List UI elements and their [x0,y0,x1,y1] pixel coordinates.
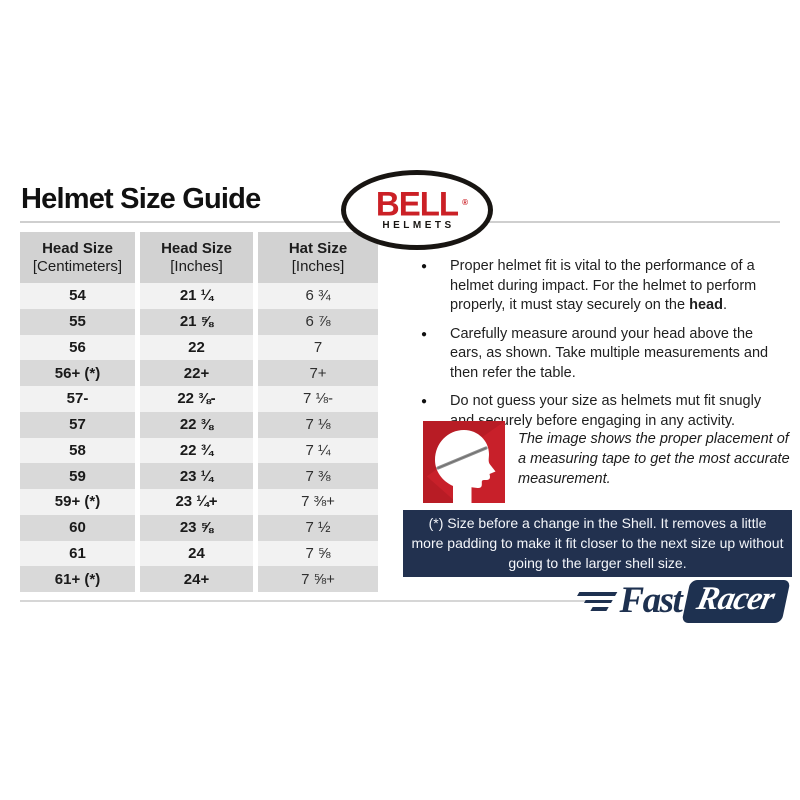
bullet-text-prefix: Proper helmet fit is vital to the perfor… [450,258,757,313]
column-header-hat-size-in: Hat Size [Inches] [258,232,378,283]
header-line1: Head Size [161,239,232,257]
bullet-icon: ● [421,261,428,272]
header-line2: [Inches] [170,257,223,275]
list-item: ● Carefully measure around your head abo… [403,325,785,384]
table-row: 57- 22 ⅜- 7 ⅛- [20,386,378,412]
table-row: 56+ (*) 22+ 7+ [20,360,378,386]
table-cell: 22 ¾ [140,437,253,464]
table-cell: 22 ⅜ [140,411,253,438]
table-cell: 22+ [140,360,253,386]
table-cell: 21 ¼ [140,283,253,309]
page-title: Helmet Size Guide [21,183,261,215]
table-cell: 7 ⅜+ [258,489,378,515]
header-line2: [Centimeters] [32,257,123,275]
table-cell: 7 ⅛- [258,386,378,412]
table-cell: 7 [258,334,378,361]
fastracer-fast-text: Fast [619,580,682,621]
table-cell: 6 ¾ [258,283,378,309]
table-cell: 60 [20,514,135,541]
table-cell: 7 ⅛ [258,411,378,438]
footer-divider [20,600,605,602]
table-cell: 54 [20,283,135,309]
size-table-header: Head Size [Centimeters] Head Size [Inche… [20,232,378,283]
bullet-text: Do not guess your size as helmets mut fi… [450,393,762,429]
table-cell: 58 [20,437,135,464]
table-cell: 22 ⅜- [140,386,253,412]
bullet-text: Proper helmet fit is vital to the perfor… [450,257,785,316]
bullet-text: Carefully measure around your head above… [450,325,769,381]
bullet-text-suffix: . [722,297,727,313]
bullet-icon: ● [421,328,428,340]
head-measurement-icon [423,421,505,503]
table-cell: 7+ [258,360,378,386]
registered-trademark-icon: ® [462,197,468,208]
table-cell: 22 [140,334,253,361]
table-cell: 55 [20,308,135,335]
table-cell: 7 ⅝ [258,540,378,567]
table-row: 59+ (*) 23 ¼+ 7 ⅜+ [20,489,378,515]
table-cell: 59 [20,463,135,489]
table-cell: 56 [20,334,135,361]
fastracer-racer-badge: Racer [681,579,791,623]
header-line1: Head Size [42,239,113,257]
header-line2: [Inches] [291,257,345,275]
bell-helmets-logo: BELL ® HELMETS [341,170,493,250]
list-item: ● Proper helmet fit is vital to the perf… [403,257,785,316]
bullet-icon: ● [421,396,428,407]
size-table: Head Size [Centimeters] Head Size [Inche… [20,232,378,592]
table-cell: 21 ⅝ [140,308,253,335]
column-header-head-size-in: Head Size [Inches] [140,232,253,283]
table-cell: 24 [140,540,253,567]
table-cell: 61 [20,540,135,567]
table-cell: 57 [20,411,135,438]
measurement-illustration-row: The image shows the proper placement of … [423,421,794,503]
table-cell: 23 ¼+ [140,489,253,515]
bell-logo-subtitle: HELMETS [382,220,455,231]
column-header-head-size-cm: Head Size [Centimeters] [20,232,135,283]
speed-lines-icon [569,591,618,611]
table-cell: 7 ⅜ [258,463,378,489]
table-cell: 7 ½ [258,514,378,541]
table-cell: 23 ⅝ [140,514,253,541]
header-line1: Hat Size [288,239,348,257]
fastracer-racer-text: Racer [694,580,778,617]
table-row: 61 24 7 ⅝ [20,540,378,567]
table-row: 56 22 7 [20,334,378,361]
table-cell: 23 ¼ [140,463,253,489]
list-item: ● Do not guess your size as helmets mut … [403,392,785,431]
table-cell: 7 ⅝+ [258,566,378,592]
table-cell: 7 ¼ [258,437,378,464]
measurement-caption: The image shows the proper placement of … [518,431,790,487]
fastracer-logo: Fast Racer [574,579,791,623]
fit-tips-list: ● Proper helmet fit is vital to the perf… [403,257,785,440]
table-cell: 6 ⅞ [258,308,378,335]
table-row: 61+ (*) 24+ 7 ⅝+ [20,566,378,592]
bell-brand-text: BELL [375,184,459,223]
table-cell: 59+ (*) [20,489,135,515]
bell-logo-wordmark: BELL ® [376,186,468,221]
table-cell: 24+ [140,566,253,592]
table-cell: 61+ (*) [20,566,135,592]
shell-size-note: (*) Size before a change in the Shell. I… [403,510,792,577]
bullet-text-bold: head [689,297,723,313]
table-cell: 56+ (*) [20,360,135,386]
table-cell: 57- [20,386,135,412]
